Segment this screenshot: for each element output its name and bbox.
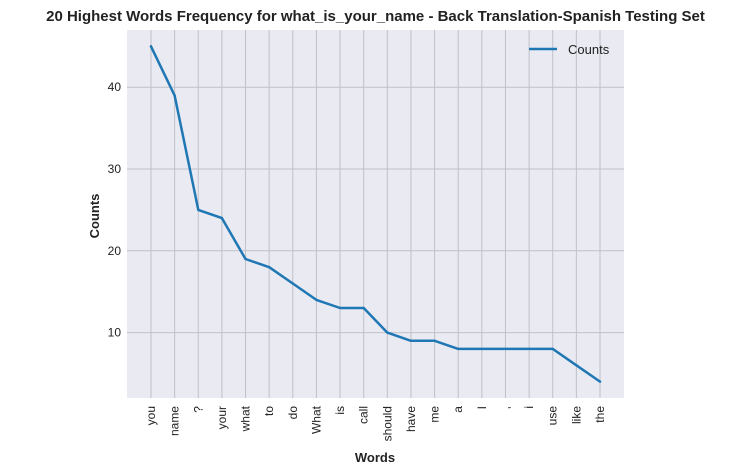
data-point (504, 347, 507, 351)
x-tick-label: I (475, 406, 489, 409)
x-tick-label: What (309, 405, 323, 434)
legend: Counts (529, 42, 610, 57)
data-point (267, 265, 271, 269)
data-point (338, 306, 342, 310)
x-tick-label: is (333, 406, 347, 415)
x-tick-label: the (593, 406, 607, 423)
x-tick-label: ? (191, 406, 205, 413)
y-tick-label: 10 (108, 326, 122, 340)
y-tick-labels: 10 20 30 40 (108, 80, 122, 339)
x-tick-label: like (569, 406, 583, 424)
x-tick-label: should (380, 406, 394, 441)
data-point (551, 347, 554, 351)
data-point (598, 380, 602, 383)
x-tick-label: do (286, 406, 300, 420)
y-gridlines (127, 86, 624, 334)
data-point (149, 45, 153, 48)
chart-title: 20 Highest Words Frequency for what_is_y… (46, 8, 705, 25)
plot-area (127, 30, 624, 398)
data-point (291, 282, 294, 285)
data-point (527, 347, 531, 351)
series-layer (149, 45, 602, 383)
data-point (244, 257, 247, 261)
series-line-counts (149, 45, 602, 383)
y-tick-label: 40 (108, 80, 122, 94)
x-tick-label: your (215, 406, 229, 429)
y-tick-label: 30 (108, 162, 122, 176)
x-tick-label: you (144, 406, 158, 425)
data-point (315, 298, 318, 302)
y-axis-label: Counts (87, 194, 102, 239)
x-tick-label: i (522, 406, 536, 409)
x-tick-label: use (546, 406, 560, 426)
data-point (362, 306, 365, 310)
legend-label: Counts (568, 42, 610, 57)
data-point (386, 331, 389, 334)
data-point (409, 339, 413, 342)
x-tick-label: name (168, 406, 182, 436)
data-point (575, 364, 578, 367)
x-tick-label: call (357, 406, 371, 424)
x-tick-label: what (239, 405, 253, 432)
x-tick-labels: you name? your what to do What is call should have… (144, 405, 607, 441)
data-point (480, 347, 484, 351)
x-tick-label: , (498, 406, 512, 409)
data-point (197, 208, 200, 212)
x-tick-label: have (404, 406, 418, 432)
data-point (173, 94, 176, 97)
y-tick-label: 20 (108, 244, 122, 258)
x-tick-label: to (262, 406, 276, 416)
x-gridlines (150, 30, 601, 398)
x-axis-label: Words (355, 450, 395, 465)
x-tick-label: a (451, 406, 465, 413)
data-point (457, 347, 460, 351)
data-point (220, 216, 224, 220)
data-point (433, 339, 436, 342)
x-tick-label: me (428, 406, 442, 423)
